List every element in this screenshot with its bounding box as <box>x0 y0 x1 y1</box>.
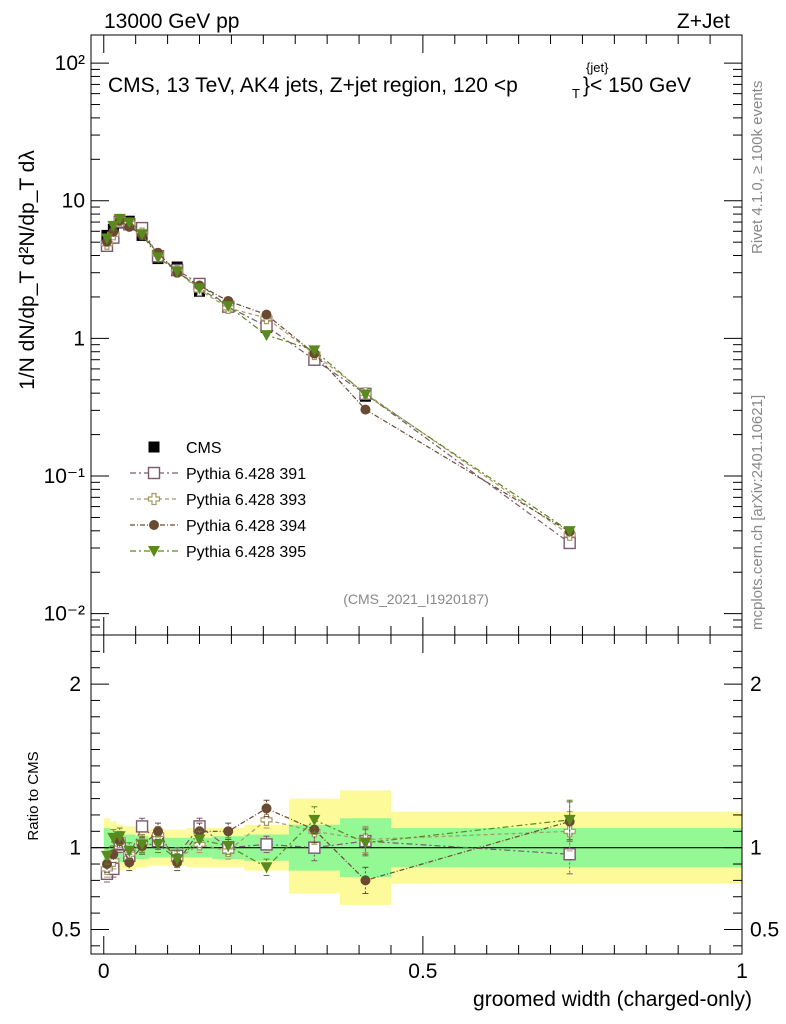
ratio-point-series-3-7 <box>193 834 206 846</box>
main-point-series-3-12 <box>563 526 576 538</box>
ratio-plot-frame <box>90 634 743 955</box>
ratio-point-series-3-2 <box>113 831 126 843</box>
ratio-ytick-label-left-0: 0.5 <box>52 918 81 941</box>
main-point-series-3-0 <box>100 233 113 245</box>
side-label-rivet-text: Rivet 4.1.0, ≥ 100k events <box>749 81 766 254</box>
x-tick-label-0: 0 <box>98 960 110 983</box>
ratio-ytick-label-left-1: 1 <box>69 837 81 860</box>
ratio-point-series-2-3 <box>124 857 135 868</box>
main-point-series-3-5 <box>152 252 165 264</box>
ratio-point-series-3-3 <box>123 845 136 857</box>
legend-marker-cms <box>148 441 160 453</box>
ratio-point-series-3-12 <box>563 814 576 826</box>
side-label-mcplots: mcplots.cern.ch [arXiv:2401.10621] <box>749 395 766 630</box>
main-point-series-2-9 <box>261 309 272 320</box>
chart-title-subscript: T <box>572 86 580 101</box>
legend-marker-series-0 <box>147 466 161 480</box>
x-axis-label: groomed width (charged-only) <box>473 988 752 1011</box>
ratio-point-series-3-11 <box>359 837 372 849</box>
y-axis-label-ratio-text: Ratio to CMS <box>25 751 42 840</box>
ratio-point-series-3-8 <box>222 841 235 853</box>
main-ytick-label-2: 1 <box>73 327 85 350</box>
ratio-point-series-0-9 <box>260 838 273 851</box>
main-ytick-label-4: 10² <box>55 52 85 75</box>
chart-title: CMS, 13 TeV, AK4 jets, Z+jet region, 120… <box>108 60 691 101</box>
ratio-plot-area <box>91 790 742 905</box>
main-ytick-label-3: 10 <box>62 190 85 213</box>
y-axis-label-main: 1/N dN/dp_T d²N/dp_T dλ <box>16 150 39 390</box>
main-point-series-3-8 <box>222 301 235 313</box>
ratio-point-series-2-10 <box>309 824 320 835</box>
main-series-layer <box>100 213 576 550</box>
ratio-point-series-0-12 <box>563 848 576 861</box>
ratio-axes: 0 0.5 10.5 0.51 12 2 <box>52 635 779 983</box>
ratio-point-series-3-4 <box>136 839 149 851</box>
main-point-series-3-7 <box>193 283 206 295</box>
ratio-point-series-3-6 <box>171 854 184 866</box>
legend-label-series-1: Pythia 6.428 393 <box>186 492 306 509</box>
side-label-rivet: Rivet 4.1.0, ≥ 100k events <box>749 81 766 254</box>
main-axes: 10⁻² 10⁻¹ 1 10 10² <box>44 35 743 635</box>
main-point-series-3-6 <box>171 266 184 278</box>
main-ytick-label-0: 10⁻² <box>44 603 85 626</box>
header-left: 13000 GeV pp <box>104 10 239 33</box>
main-point-series-3-4 <box>136 229 149 241</box>
legend-label-cms: CMS <box>186 440 222 457</box>
x-tick-label-1: 0.5 <box>408 960 437 983</box>
legend: CMS Pythia 6.428 391 Pythia 6.428 393 Pythi… <box>130 440 306 561</box>
legend-marker-series-3 <box>148 546 160 557</box>
main-point-series-3-3 <box>123 217 136 229</box>
ratio-ytick-label-right-2: 2 <box>750 673 762 696</box>
header-right: Z+Jet <box>677 10 730 33</box>
legend-marker-series-1 <box>147 492 161 506</box>
ratio-point-series-3-0 <box>100 850 113 862</box>
main-point-series-3-11 <box>359 389 372 401</box>
main-point-series-3-10 <box>308 345 321 357</box>
ratio-point-series-3-5 <box>152 839 165 851</box>
ratio-ytick-label-right-0: 0.5 <box>750 918 779 941</box>
chart-title-tail: }< 150 GeV <box>583 74 691 97</box>
ratio-point-series-2-5 <box>153 826 164 837</box>
ratio-ytick-label-left-2: 2 <box>69 673 81 696</box>
y-axis-label-ratio: Ratio to CMS <box>25 751 42 840</box>
ratio-point-series-1-9 <box>260 813 273 826</box>
ratio-point-series-3-9 <box>260 862 273 874</box>
ratio-point-series-2-9 <box>261 803 272 814</box>
legend-label-series-2: Pythia 6.428 394 <box>186 518 306 535</box>
ratio-point-series-3-10 <box>308 814 321 826</box>
ratio-point-series-2-11 <box>360 875 371 886</box>
main-point-series-3-2 <box>113 213 126 225</box>
side-label-mcplots-text: mcplots.cern.ch [arXiv:2401.10621] <box>749 395 766 630</box>
legend-label-series-3: Pythia 6.428 395 <box>186 544 306 561</box>
x-tick-label-2: 1 <box>736 960 748 983</box>
ratio-point-series-0-4 <box>135 820 149 833</box>
y-axis-label-main-text: 1/N dN/dp_T d²N/dp_T dλ <box>16 150 39 390</box>
main-ytick-label-1: 10⁻¹ <box>44 465 85 488</box>
ratio-ytick-label-right-1: 1 <box>750 837 762 860</box>
chart-title-superscript: {jet} <box>586 60 609 75</box>
analysis-id: (CMS_2021_I1920187) <box>343 591 489 607</box>
legend-marker-series-2 <box>149 520 159 530</box>
chart-title-text: CMS, 13 TeV, AK4 jets, Z+jet region, 120… <box>108 74 518 97</box>
main-point-series-3-1 <box>107 220 120 232</box>
ratio-point-series-2-8 <box>223 826 234 837</box>
legend-label-series-0: Pythia 6.428 391 <box>186 466 306 483</box>
ratio-series-layer <box>100 799 576 894</box>
main-point-series-2-11 <box>360 404 371 415</box>
main-point-series-3-9 <box>260 330 273 342</box>
